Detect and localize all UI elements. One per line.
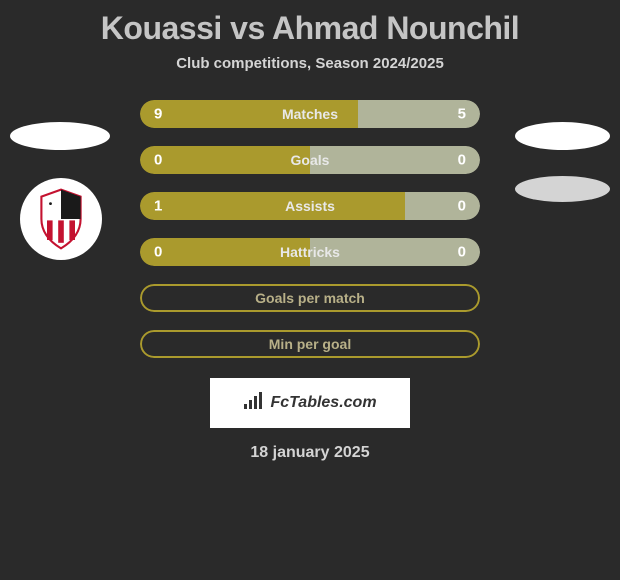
bar-container: 1 Assists 0 [140,192,480,220]
club-logo-left [20,178,102,260]
stat-label: Matches [282,106,338,122]
stat-label: Assists [285,198,335,214]
stat-row-matches: 9 Matches 5 [140,100,480,128]
bar-left [140,192,405,220]
stat-value-left: 9 [154,106,162,123]
main-container: Kouassi vs Ahmad Nounchil Club competiti… [0,0,620,472]
bar-empty: Goals per match [140,284,480,312]
stat-value-left: 1 [154,198,162,215]
stat-value-left: 0 [154,152,162,169]
stat-value-left: 0 [154,244,162,261]
stat-value-right: 0 [458,152,466,169]
chart-icon [243,392,265,415]
stat-label: Goals per match [255,290,365,306]
footer-date: 18 january 2025 [0,444,620,462]
stats-area: 9 Matches 5 0 Goals 0 1 Assists 0 [140,100,480,358]
stat-row-hattricks: 0 Hattricks 0 [140,238,480,266]
stat-row-goals: 0 Goals 0 [140,146,480,174]
stat-label: Min per goal [269,336,351,352]
club-crest-icon [26,184,96,254]
stat-label: Goals [291,152,330,168]
player-badge-left [10,122,110,150]
bar-container: 0 Goals 0 [140,146,480,174]
stat-value-right: 5 [458,106,466,123]
footer-brand-text: FcTables.com [270,394,376,412]
bar-right [310,146,480,174]
bar-left [140,146,310,174]
stat-label: Hattricks [280,244,340,260]
bar-container: 0 Hattricks 0 [140,238,480,266]
stat-row-assists: 1 Assists 0 [140,192,480,220]
player-badge-right-2 [515,176,610,202]
footer-brand-logo: FcTables.com [210,378,410,428]
player-badge-right-1 [515,122,610,150]
page-subtitle: Club competitions, Season 2024/2025 [0,55,620,72]
bar-container: 9 Matches 5 [140,100,480,128]
stat-value-right: 0 [458,244,466,261]
stat-row-goals-per-match: Goals per match [140,284,480,312]
stat-value-right: 0 [458,198,466,215]
stat-row-min-per-goal: Min per goal [140,330,480,358]
bar-empty: Min per goal [140,330,480,358]
page-title: Kouassi vs Ahmad Nounchil [0,10,620,47]
bar-right [405,192,480,220]
